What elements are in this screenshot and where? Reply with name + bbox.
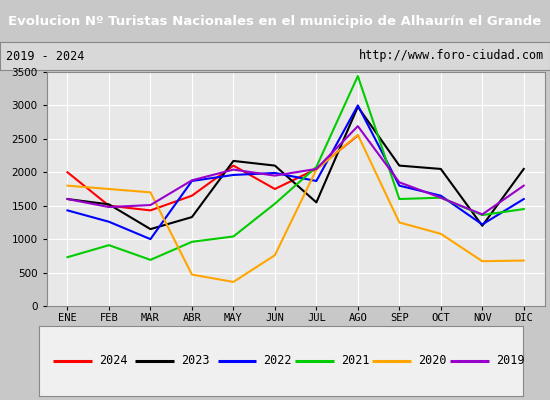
Text: 2020: 2020 bbox=[419, 354, 447, 368]
Text: 2019: 2019 bbox=[496, 354, 524, 368]
Text: 2021: 2021 bbox=[341, 354, 370, 368]
Text: 2019 - 2024: 2019 - 2024 bbox=[6, 50, 84, 62]
Text: 2022: 2022 bbox=[263, 354, 292, 368]
Text: 2024: 2024 bbox=[99, 354, 128, 368]
Text: http://www.foro-ciudad.com: http://www.foro-ciudad.com bbox=[359, 50, 544, 62]
Text: Evolucion Nº Turistas Nacionales en el municipio de Alhaurín el Grande: Evolucion Nº Turistas Nacionales en el m… bbox=[8, 14, 542, 28]
Text: 2023: 2023 bbox=[182, 354, 210, 368]
